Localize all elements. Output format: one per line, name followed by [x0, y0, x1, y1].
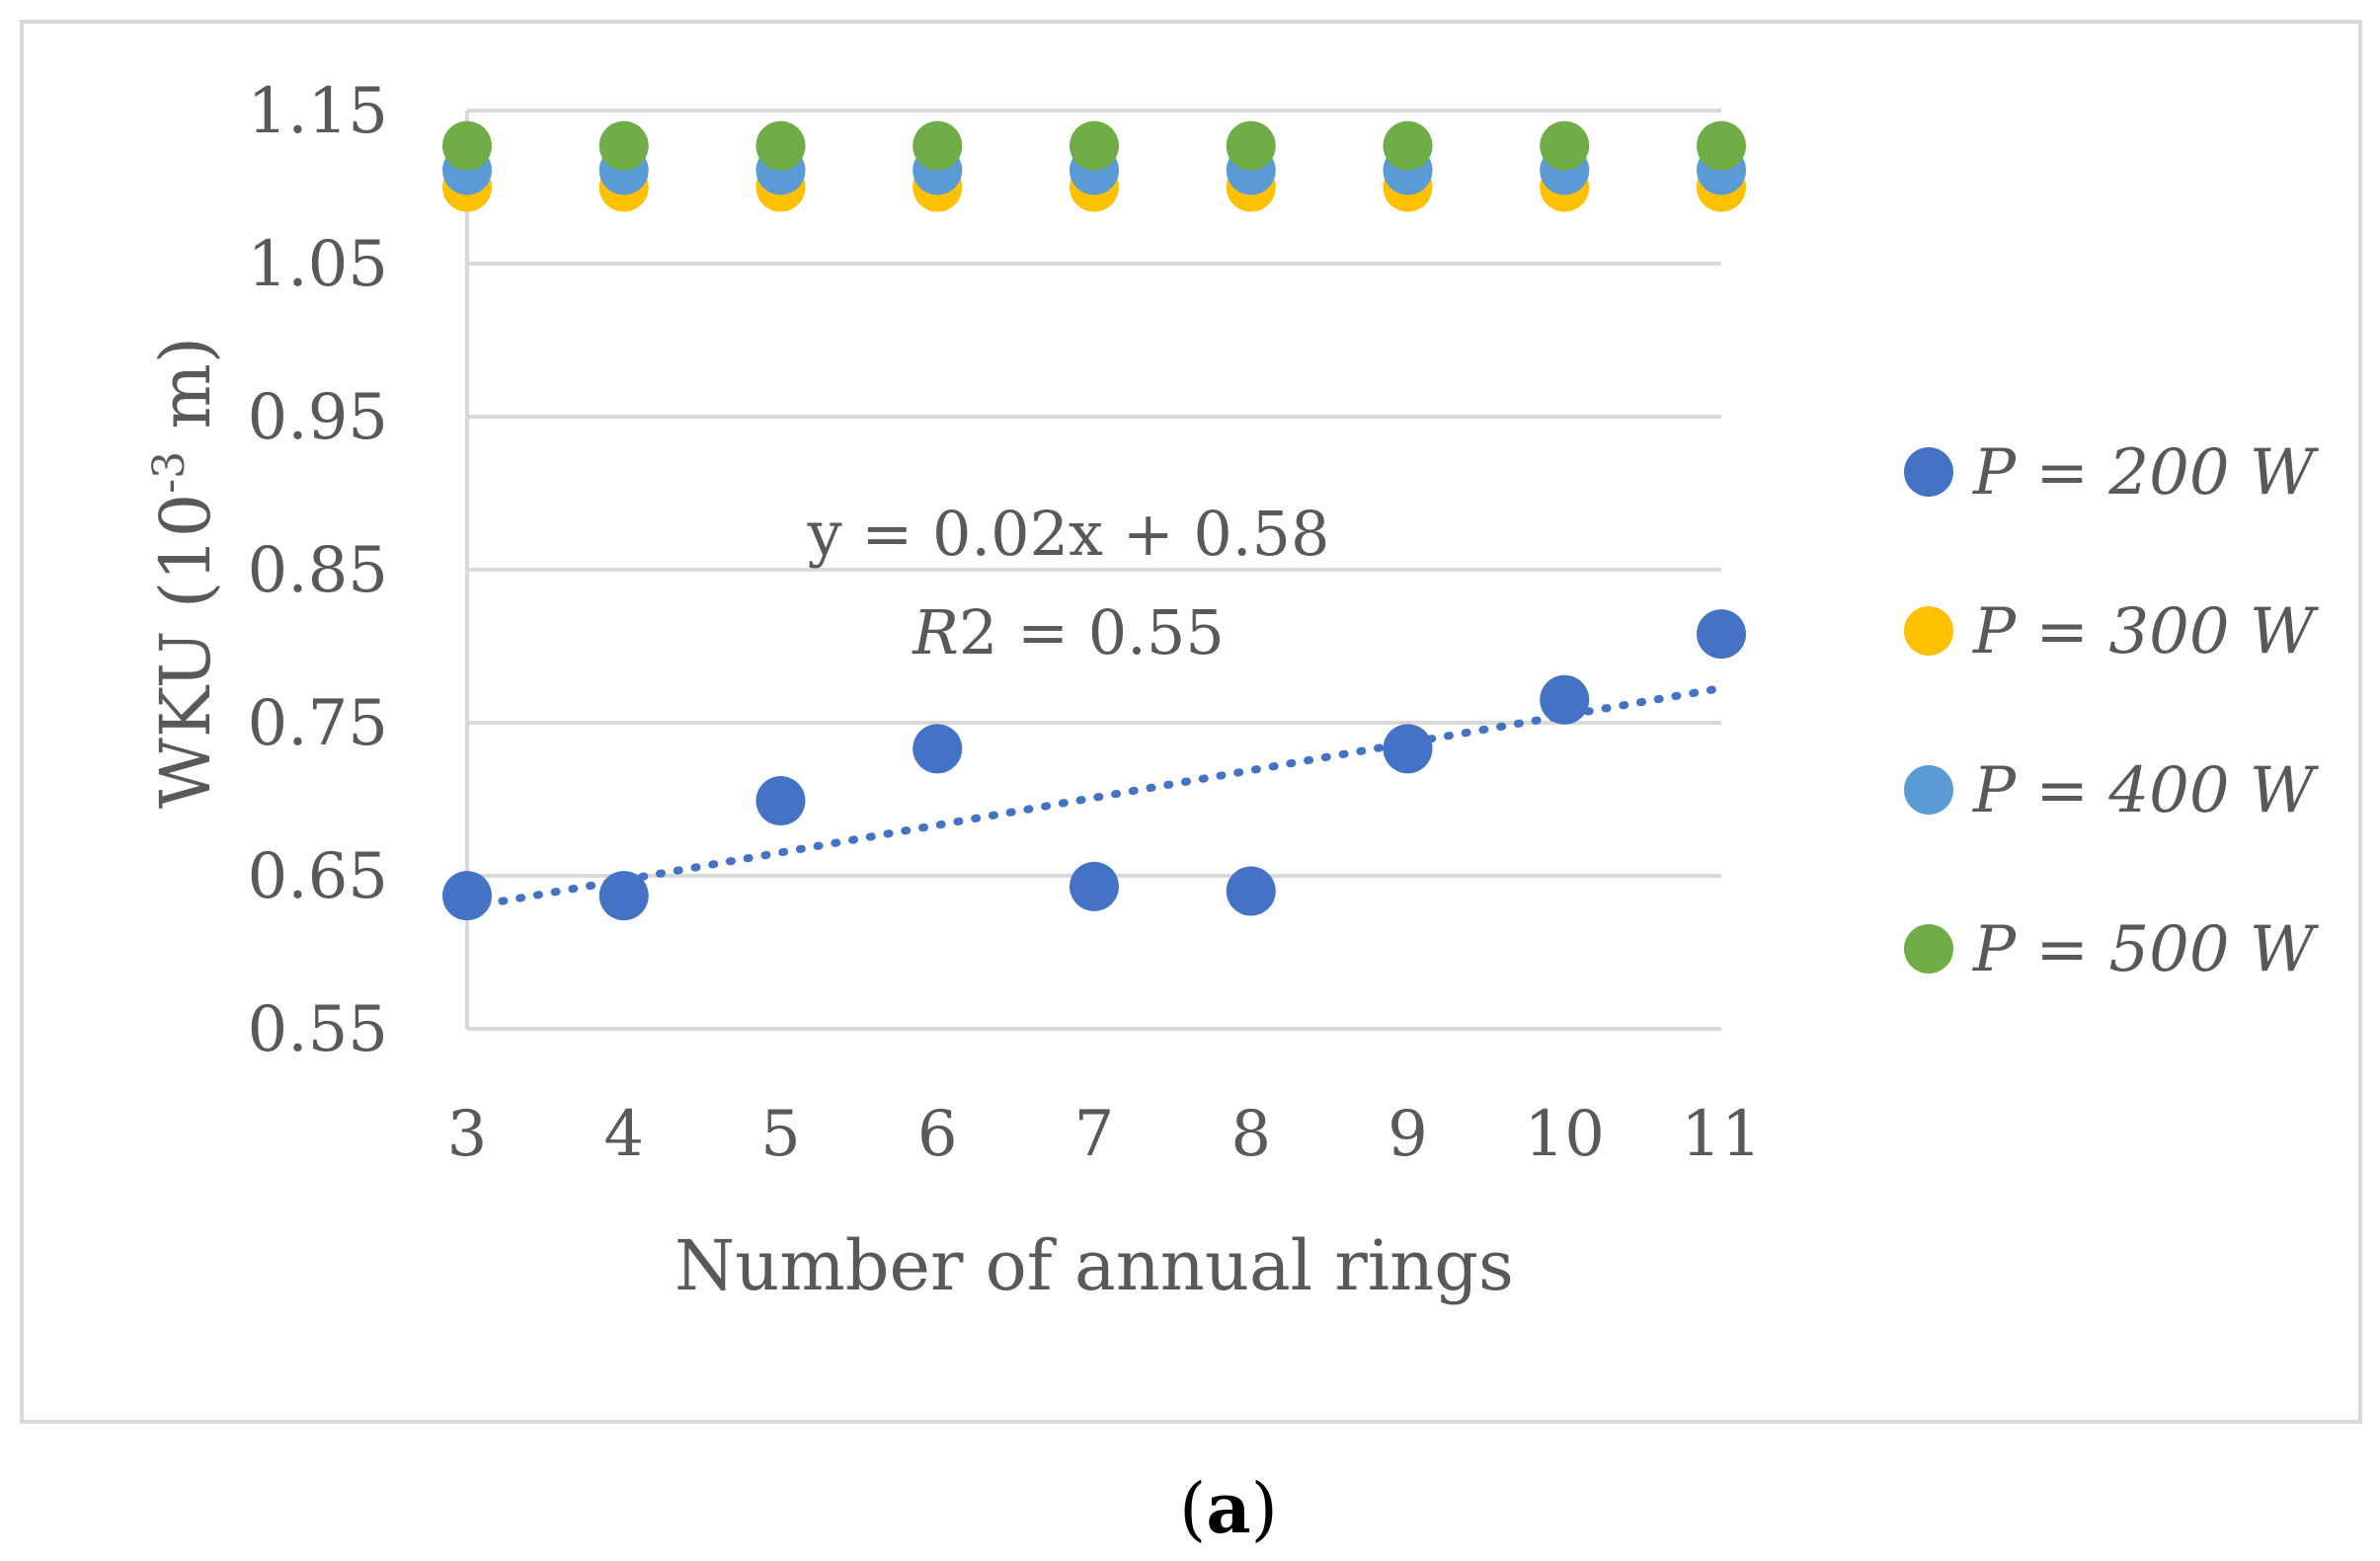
- data-point-p-500-w: [442, 120, 492, 171]
- data-point-p-500-w: [1697, 120, 1746, 171]
- legend-marker: [1904, 765, 1953, 815]
- r-squared-value: = 0.55: [997, 596, 1224, 668]
- data-point-p-500-w: [1070, 120, 1119, 171]
- y-tick-label: 0.55: [248, 993, 389, 1066]
- x-tick-label: 7: [1074, 1098, 1115, 1171]
- data-point-p-200-w: [1070, 861, 1119, 911]
- x-tick-label: 10: [1525, 1098, 1605, 1171]
- r-squared-sup: 2: [959, 596, 997, 668]
- caption-letter: a: [1206, 1467, 1250, 1549]
- x-tick-label: 6: [917, 1098, 958, 1171]
- x-axis-title: Number of annual rings: [674, 1225, 1514, 1306]
- data-point-p-500-w: [912, 120, 963, 171]
- r-squared-r: R: [912, 596, 959, 668]
- legend-marker: [1904, 924, 1953, 974]
- x-tick-label: 5: [760, 1098, 801, 1171]
- data-point-p-200-w: [1383, 724, 1433, 774]
- x-tick-label: 4: [603, 1098, 644, 1171]
- x-tick-label: 8: [1230, 1098, 1271, 1171]
- data-point-p-200-w: [598, 871, 649, 921]
- data-point-p-500-w: [1383, 120, 1433, 171]
- figure-caption: (a): [1179, 1467, 1278, 1549]
- data-point-p-200-w: [912, 724, 963, 774]
- legend-label: P = 200 W: [1972, 436, 2320, 509]
- data-point-p-500-w: [1226, 120, 1276, 171]
- data-point-p-500-w: [598, 120, 649, 171]
- legend-marker: [1904, 447, 1953, 497]
- trendline-equation: y = 0.02x + 0.58: [807, 498, 1330, 570]
- data-point-p-500-w: [1540, 120, 1590, 171]
- legend-label: P = 300 W: [1972, 595, 2320, 668]
- data-point-p-200-w: [442, 871, 492, 921]
- caption-open: (: [1179, 1468, 1206, 1549]
- data-point-p-200-w: [1540, 674, 1590, 725]
- x-tick-label: 9: [1388, 1098, 1428, 1171]
- y-tick-label: 0.85: [248, 534, 389, 607]
- y-axis-title-main: WKU (10: [145, 494, 226, 809]
- data-point-p-200-w: [755, 776, 806, 826]
- trendline-200w: [463, 683, 1725, 911]
- y-tick-label: 0.65: [248, 840, 389, 913]
- y-axis-title-sup: -3: [144, 451, 195, 494]
- y-tick-label: 1.15: [248, 75, 389, 148]
- x-tick-label: 11: [1681, 1098, 1761, 1171]
- x-tick-label: 3: [447, 1098, 488, 1171]
- y-tick-label: 0.75: [248, 687, 389, 760]
- data-point-p-200-w: [1697, 609, 1746, 660]
- y-axis-title: WKU (10-3 m): [144, 337, 226, 809]
- caption-close: ): [1251, 1468, 1278, 1549]
- y-tick-label: 0.95: [248, 381, 389, 454]
- y-axis-title-unit: m): [145, 337, 226, 451]
- legend-label: P = 400 W: [1972, 754, 2320, 827]
- data-point-p-200-w: [1226, 866, 1276, 916]
- legend-label: P = 500 W: [1972, 913, 2320, 986]
- data-point-p-500-w: [755, 120, 806, 171]
- y-tick-label: 1.05: [248, 228, 389, 301]
- legend-marker: [1904, 606, 1953, 656]
- r-squared-label: R2 = 0.55: [912, 596, 1225, 668]
